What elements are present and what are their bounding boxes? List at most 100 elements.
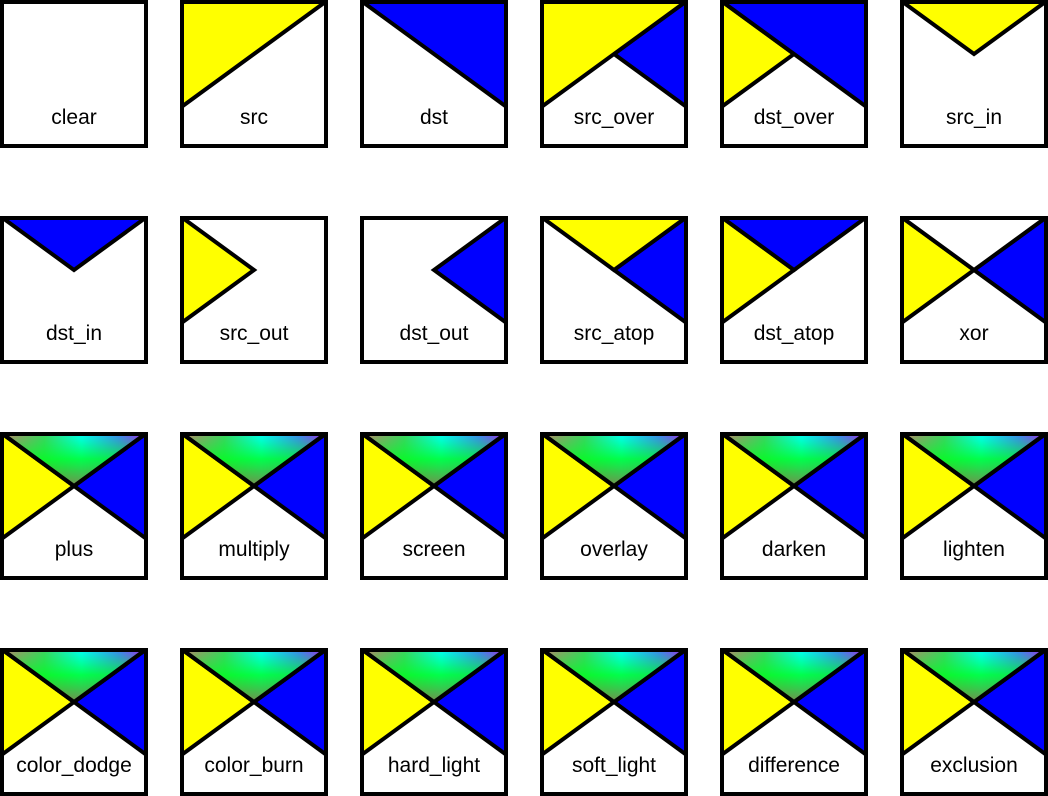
blend-outline xyxy=(540,432,688,489)
dst-shape xyxy=(360,0,508,111)
tile-border xyxy=(900,216,1048,364)
tile-src-atop: src_atop xyxy=(540,216,688,364)
blend-overlay xyxy=(540,648,688,702)
blend-overlay xyxy=(720,432,868,486)
tile-border xyxy=(720,432,868,580)
tile-border xyxy=(540,0,688,148)
src-only-region xyxy=(180,216,258,327)
blend-overlay xyxy=(0,648,148,702)
tile-label: src_out xyxy=(219,322,289,345)
blend-overlay xyxy=(360,432,508,486)
tile-label: overlay xyxy=(580,538,648,561)
composite-swatch xyxy=(540,216,688,364)
tile-exclusion: exclusion xyxy=(900,648,1048,796)
tile-xor: xor xyxy=(900,216,1048,364)
tile-label: dst xyxy=(419,106,448,129)
tile-border xyxy=(900,432,1048,580)
tile-border xyxy=(540,648,688,796)
blend-outline xyxy=(720,432,868,489)
tile-label: lighten xyxy=(943,538,1005,561)
composite-swatch xyxy=(0,648,148,796)
tile-label: multiply xyxy=(218,538,290,561)
overlap-region xyxy=(900,0,1048,57)
tile-label: dst_out xyxy=(399,322,469,345)
tile-border xyxy=(360,216,508,364)
composite-swatch xyxy=(720,216,868,364)
tile-border xyxy=(540,432,688,580)
blend-outline xyxy=(900,648,1048,705)
tile-darken: darken xyxy=(720,432,868,580)
src-shape xyxy=(540,0,688,111)
blend-outline xyxy=(900,432,1048,489)
tile-label: clear xyxy=(51,106,97,129)
blend-outline xyxy=(180,432,328,489)
composite-swatch xyxy=(180,0,328,148)
tile-label: xor xyxy=(959,322,989,345)
tile-border xyxy=(720,648,868,796)
tile-label: color_dodge xyxy=(16,754,132,777)
tile-border xyxy=(180,432,328,580)
tile-border xyxy=(720,216,868,364)
composite-swatch xyxy=(360,0,508,148)
tile-border xyxy=(180,216,328,364)
tile-color-burn: color_burn xyxy=(180,648,328,796)
tile-label: difference xyxy=(748,754,840,777)
blend-overlay xyxy=(360,648,508,702)
dst-only-region xyxy=(430,216,508,327)
composite-swatch xyxy=(0,432,148,580)
tile-lighten: lighten xyxy=(900,432,1048,580)
tile-dst-over: dst_over xyxy=(720,0,868,148)
tile-src: src xyxy=(180,0,328,148)
composite-swatch xyxy=(360,432,508,580)
tile-label: dst_atop xyxy=(753,322,835,345)
blend-outline xyxy=(720,648,868,705)
tile-border xyxy=(360,432,508,580)
tile-label: exclusion xyxy=(930,754,1018,777)
tile-soft-light: soft_light xyxy=(540,648,688,796)
blend-overlay xyxy=(180,432,328,486)
blend-overlay xyxy=(720,648,868,702)
tile-src-out: src_out xyxy=(180,216,328,364)
tile-border xyxy=(900,648,1048,796)
blend-overlay xyxy=(0,432,148,486)
tile-label: hard_light xyxy=(387,754,481,777)
composite-swatch xyxy=(900,432,1048,580)
composite-swatch xyxy=(180,432,328,580)
src-shape xyxy=(180,0,328,111)
tile-label: src xyxy=(240,106,268,129)
tile-border xyxy=(180,0,328,148)
composite-swatch xyxy=(0,0,148,148)
tile-border xyxy=(0,216,148,364)
tile-src-in: src_in xyxy=(900,0,1048,148)
tile-label: src_in xyxy=(945,106,1003,129)
tile-dst: dst xyxy=(360,0,508,148)
tile-border xyxy=(0,648,148,796)
tile-border xyxy=(540,216,688,364)
blend-outline xyxy=(0,648,148,705)
tile-dst-in: dst_in xyxy=(0,216,148,364)
tile-overlay: overlay xyxy=(540,432,688,580)
blend-overlay xyxy=(540,432,688,486)
tile-dst-out: dst_out xyxy=(360,216,508,364)
dst-shape xyxy=(720,0,868,111)
tile-plus: plus xyxy=(0,432,148,580)
tile-label: src_over xyxy=(573,106,655,129)
composite-swatch xyxy=(720,432,868,580)
composite-swatch xyxy=(540,648,688,796)
blend-outline xyxy=(540,648,688,705)
tile-label: soft_light xyxy=(571,754,657,777)
overlap-region xyxy=(720,216,868,273)
tile-label: darken xyxy=(761,538,827,561)
tile-border xyxy=(0,432,148,580)
tile-label: src_atop xyxy=(573,322,655,345)
tile-multiply: multiply xyxy=(180,432,328,580)
composite-swatch xyxy=(360,216,508,364)
tile-dst-atop: dst_atop xyxy=(720,216,868,364)
tile-label: plus xyxy=(54,538,94,561)
tile-border xyxy=(0,0,148,148)
tile-border xyxy=(360,648,508,796)
composite-swatch xyxy=(540,432,688,580)
tile-screen: screen xyxy=(360,432,508,580)
tile-border xyxy=(180,648,328,796)
composite-swatch xyxy=(720,648,868,796)
